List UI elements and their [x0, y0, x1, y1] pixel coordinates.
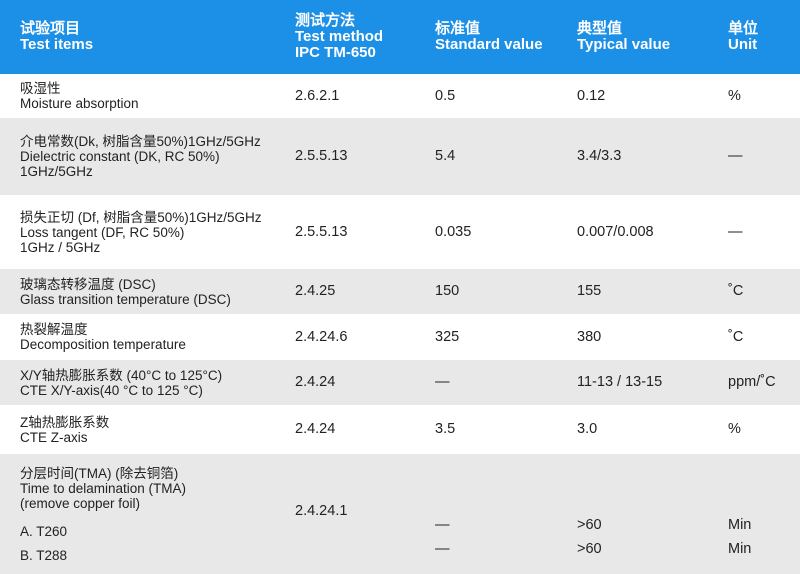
unit-t260: Min [728, 517, 752, 533]
header-test-method-en: Test method [295, 28, 384, 45]
row-method: 2.6.2.1 [295, 87, 340, 104]
header-typical-value: 典型值 Typical value [557, 21, 708, 53]
row-item: 热裂解温度 Decomposition temperature [0, 322, 275, 352]
table-row: X/Y轴热膨胀系数 (40°C to 125°C) CTE X/Y-axis(4… [0, 360, 800, 405]
header-unit-en: Unit [728, 36, 758, 53]
table-row: Z轴热膨胀系数 CTE Z-axis 2.4.24 3.5 3.0 % [0, 405, 800, 454]
row-item: X/Y轴热膨胀系数 (40°C to 125°C) CTE X/Y-axis(4… [0, 368, 275, 398]
sub-item-t260: A. T260 [20, 524, 68, 539]
row-typical: 155 [577, 283, 602, 299]
item-name-cn: 分层时间(TMA) (除去铜箔) [20, 466, 179, 481]
row-method: 2.4.24.6 [295, 328, 348, 345]
row-item: Z轴热膨胀系数 CTE Z-axis [0, 415, 275, 445]
header-standard-value-en: Standard value [435, 36, 543, 53]
item-name-en: CTE Z-axis [20, 429, 88, 445]
method-value: 2.4.24.1 [295, 503, 348, 519]
row-standard: 5.4 [435, 148, 456, 164]
item-name-en: Dielectric constant (DK, RC 50%) [20, 149, 220, 164]
table-row: 吸湿性 Moisture absorption 2.6.2.1 0.5 0.12… [0, 74, 800, 118]
row-unit: ˚C [728, 283, 744, 299]
header-typical-value-cn: 典型值 [577, 20, 623, 37]
header-test-method-standard: IPC TM-650 [295, 44, 376, 61]
table-header: 试验项目 Test items 测试方法 Test method IPC TM-… [0, 0, 800, 74]
header-test-method: 测试方法 Test method IPC TM-650 [275, 13, 415, 61]
typical-t260: >60 [577, 517, 602, 533]
row-typical: >60 >60 [557, 454, 708, 574]
row-standard: — [435, 374, 450, 390]
standard-t288: — [435, 541, 450, 557]
table-row: 介电常数(Dk, 树脂含量50%)1GHz/5GHz Dielectric co… [0, 118, 800, 195]
row-typical: 0.12 [577, 87, 606, 104]
item-name-en-cont: 1GHz/5GHz [20, 164, 93, 179]
item-name-cn: Z轴热膨胀系数 [20, 414, 110, 430]
row-method: 2.4.24 [295, 374, 336, 390]
item-name-cn: 介电常数(Dk, 树脂含量50%)1GHz/5GHz [20, 134, 261, 149]
row-method: 2.4.25 [295, 283, 336, 299]
item-name-en: Time to delamination (TMA) [20, 481, 187, 496]
item-name-en: Loss tangent (DF, RC 50%) [20, 224, 185, 240]
row-standard: 150 [435, 283, 460, 299]
row-item: 玻璃态转移温度 (DSC) Glass transition temperatu… [0, 277, 275, 307]
table-row-tma: 分层时间(TMA) (除去铜箔) Time to delamination (T… [0, 454, 800, 574]
typical-t288: >60 [577, 541, 602, 557]
header-test-method-cn: 测试方法 [295, 12, 356, 29]
item-name-cn: X/Y轴热膨胀系数 (40°C to 125°C) [20, 367, 223, 383]
table-row: 玻璃态转移温度 (DSC) Glass transition temperatu… [0, 269, 800, 314]
item-name-en: Moisture absorption [20, 96, 139, 111]
item-name-en: CTE X/Y-axis(40 °C to 125 °C) [20, 382, 203, 398]
row-unit: % [728, 87, 741, 104]
row-typical: 380 [577, 328, 602, 345]
item-name-cn: 吸湿性 [20, 81, 61, 96]
row-unit: ˚C [728, 328, 744, 345]
item-name-cn: 损失正切 (Df, 树脂含量50%)1GHz/5GHz [20, 209, 262, 225]
sub-item-t288: B. T288 [20, 548, 68, 563]
row-standard: 0.035 [435, 223, 472, 240]
row-item: 损失正切 (Df, 树脂含量50%)1GHz/5GHz Loss tangent… [0, 210, 275, 255]
row-unit: Min Min [708, 454, 800, 574]
row-standard: 325 [435, 328, 460, 345]
row-typical: 0.007/0.008 [577, 223, 654, 240]
item-name-cn: 热裂解温度 [20, 322, 88, 337]
row-unit: — [728, 223, 743, 240]
header-standard-value-cn: 标准值 [435, 20, 481, 37]
item-name-en-cont: 1GHz / 5GHz [20, 239, 101, 255]
header-unit-cn: 单位 [728, 20, 759, 37]
header-test-items-cn: 试验项目 [20, 20, 81, 37]
row-standard: 3.5 [435, 421, 456, 437]
row-item: 吸湿性 Moisture absorption [0, 81, 275, 111]
table-row: 热裂解温度 Decomposition temperature 2.4.24.6… [0, 314, 800, 360]
row-unit: — [728, 148, 743, 164]
item-name-en: Glass transition temperature (DSC) [20, 291, 231, 307]
row-method: 2.4.24.1 [275, 454, 415, 574]
row-typical: 3.0 [577, 421, 598, 437]
row-item: 分层时间(TMA) (除去铜箔) Time to delamination (T… [0, 454, 275, 574]
row-standard: 0.5 [435, 87, 456, 104]
header-test-items: 试验项目 Test items [0, 21, 275, 53]
standard-t260: — [435, 517, 450, 533]
row-typical: 3.4/3.3 [577, 148, 622, 164]
row-method: 2.4.24 [295, 421, 336, 437]
row-method: 2.5.5.13 [295, 223, 348, 240]
row-standard: — — [415, 454, 557, 574]
item-name-en-cont: (remove copper foil) [20, 496, 141, 511]
header-typical-value-en: Typical value [577, 36, 671, 53]
table-row: 损失正切 (Df, 树脂含量50%)1GHz/5GHz Loss tangent… [0, 195, 800, 269]
row-unit: ppm/˚C [728, 374, 776, 390]
item-name-en: Decomposition temperature [20, 337, 186, 352]
header-unit: 单位 Unit [708, 21, 800, 53]
header-test-items-en: Test items [20, 36, 94, 53]
row-unit: % [728, 421, 741, 437]
row-typical: 11-13 / 13-15 [577, 374, 663, 390]
header-standard-value: 标准值 Standard value [415, 21, 557, 53]
unit-t288: Min [728, 541, 752, 557]
row-method: 2.5.5.13 [295, 148, 348, 164]
row-item: 介电常数(Dk, 树脂含量50%)1GHz/5GHz Dielectric co… [0, 134, 275, 179]
item-name-cn: 玻璃态转移温度 (DSC) [20, 276, 156, 292]
